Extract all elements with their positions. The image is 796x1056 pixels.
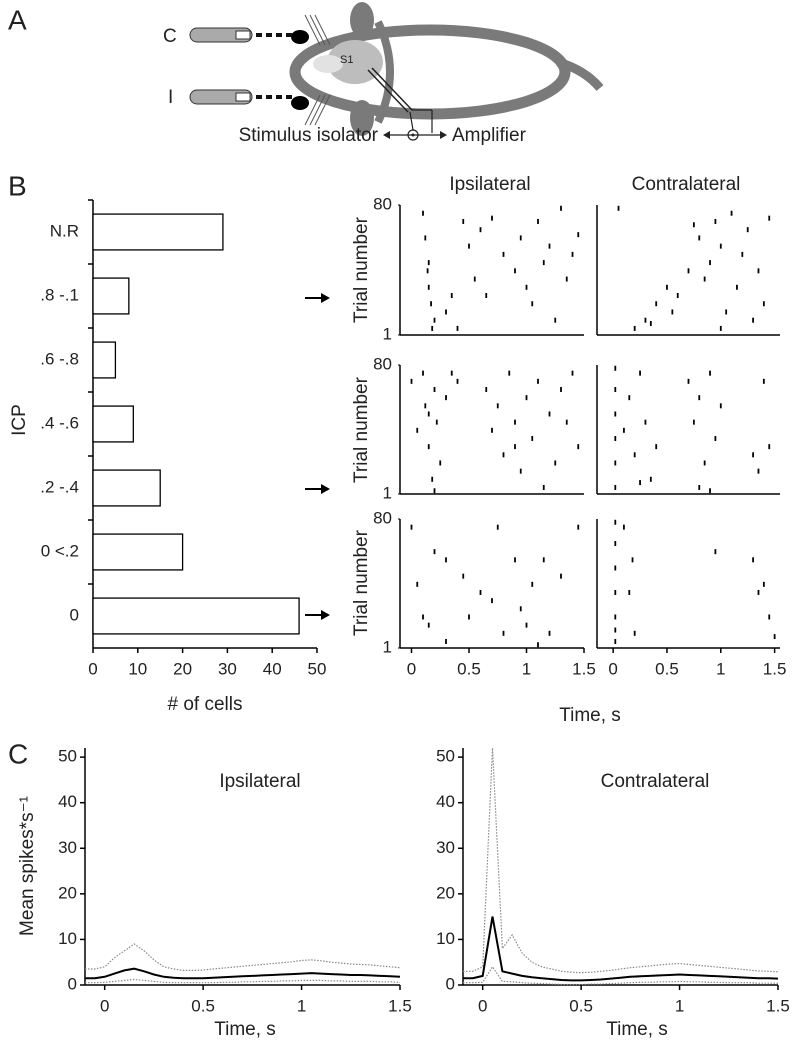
x-tick-label: 0.5 — [655, 659, 679, 678]
diagram-label: S1 — [340, 54, 353, 66]
panel-label: C — [8, 738, 28, 769]
y-tick-label: 20 — [436, 883, 455, 902]
bar — [92, 469, 161, 507]
bar — [92, 597, 300, 635]
panel-label: B — [8, 170, 27, 201]
diagram-label: Amplifier — [452, 125, 527, 146]
category-label: 0 <.2 — [41, 541, 79, 560]
category-label: N.R — [50, 221, 79, 240]
panel-label: A — [8, 4, 27, 35]
y-axis-label: Trial number — [351, 216, 372, 323]
category-label: .6 -.8 — [40, 349, 79, 368]
x-tick-label: 50 — [308, 659, 327, 678]
y-tick-label: 40 — [58, 792, 77, 811]
bar — [92, 405, 134, 443]
x-tick-label: 0 — [100, 996, 109, 1015]
chart-title: Contralateral — [601, 771, 710, 792]
x-tick-label: 30 — [218, 659, 237, 678]
x-tick-label: 0.5 — [191, 996, 215, 1015]
y-tick-label: 50 — [436, 747, 455, 766]
chart-title: Ipsilateral — [449, 174, 530, 195]
x-axis-label: # of cells — [168, 694, 243, 715]
y-tick-label: 40 — [436, 792, 455, 811]
y-tick-label: 30 — [436, 838, 455, 857]
bar — [92, 341, 117, 379]
x-tick-label: 0 — [608, 659, 617, 678]
diagram-label: I — [168, 87, 173, 108]
x-tick-label: 1 — [522, 659, 531, 678]
y-tick-label: 30 — [58, 838, 77, 857]
x-axis-label: Time, s — [214, 1019, 276, 1040]
x-tick-label: 0 — [407, 659, 416, 678]
x-tick-label: 0.5 — [569, 996, 593, 1015]
bar — [92, 213, 224, 251]
x-tick-label: 0 — [88, 659, 97, 678]
x-tick-label: 1 — [675, 996, 684, 1015]
y-tick-label: 80 — [373, 508, 392, 527]
x-tick-label: 1.5 — [388, 996, 412, 1015]
y-axis-label: Trial number — [351, 376, 372, 483]
category-label: .2 -.4 — [40, 477, 79, 496]
x-tick-label: 10 — [128, 659, 147, 678]
diagram-label: C — [163, 26, 177, 47]
chart-title: Contralateral — [632, 174, 741, 195]
psth-line — [463, 747, 779, 974]
chart-title: Ipsilateral — [219, 771, 300, 792]
x-tick-label: 20 — [173, 659, 192, 678]
y-axis-label: Trial number — [351, 529, 372, 636]
y-tick-label: 1 — [383, 324, 392, 343]
category-label: .8 -.1 — [40, 285, 79, 304]
x-tick-label: 1 — [716, 659, 725, 678]
y-tick-label: 50 — [58, 747, 77, 766]
x-axis-label: Time, s — [559, 705, 621, 726]
psth-line — [85, 978, 401, 984]
psth-line — [85, 967, 401, 980]
y-tick-label: 10 — [58, 929, 77, 948]
x-tick-label: 0.5 — [457, 659, 481, 678]
x-tick-label: 1.5 — [572, 659, 596, 678]
diagram-label: Stimulus isolator — [239, 125, 379, 146]
row-arrows — [305, 293, 330, 620]
y-tick-label: 20 — [58, 883, 77, 902]
y-tick-label: 1 — [383, 483, 392, 502]
y-tick-label: 80 — [373, 194, 392, 213]
psth-line — [463, 965, 778, 986]
y-tick-label: 0 — [446, 974, 455, 993]
y-axis-label: Mean spikes*s⁻¹ — [17, 796, 38, 936]
x-tick-label: 1.5 — [763, 659, 787, 678]
x-tick-label: 0 — [478, 996, 487, 1015]
category-label: 0 — [70, 605, 79, 624]
category-label: .4 -.6 — [40, 413, 79, 432]
y-tick-label: 10 — [436, 929, 455, 948]
bar — [92, 277, 130, 315]
x-tick-label: 40 — [263, 659, 282, 678]
bar — [92, 533, 184, 571]
y-tick-label: 0 — [68, 974, 77, 993]
x-tick-label: 1 — [297, 996, 306, 1015]
setup-diagram — [189, 2, 604, 141]
psth-line — [85, 943, 401, 971]
y-tick-label: 80 — [373, 354, 392, 373]
psth-line — [463, 916, 779, 982]
y-axis-label: ICP — [9, 404, 30, 436]
x-tick-label: 1.5 — [766, 996, 790, 1015]
x-axis-label: Time, s — [606, 1019, 668, 1040]
y-tick-label: 1 — [383, 637, 392, 656]
